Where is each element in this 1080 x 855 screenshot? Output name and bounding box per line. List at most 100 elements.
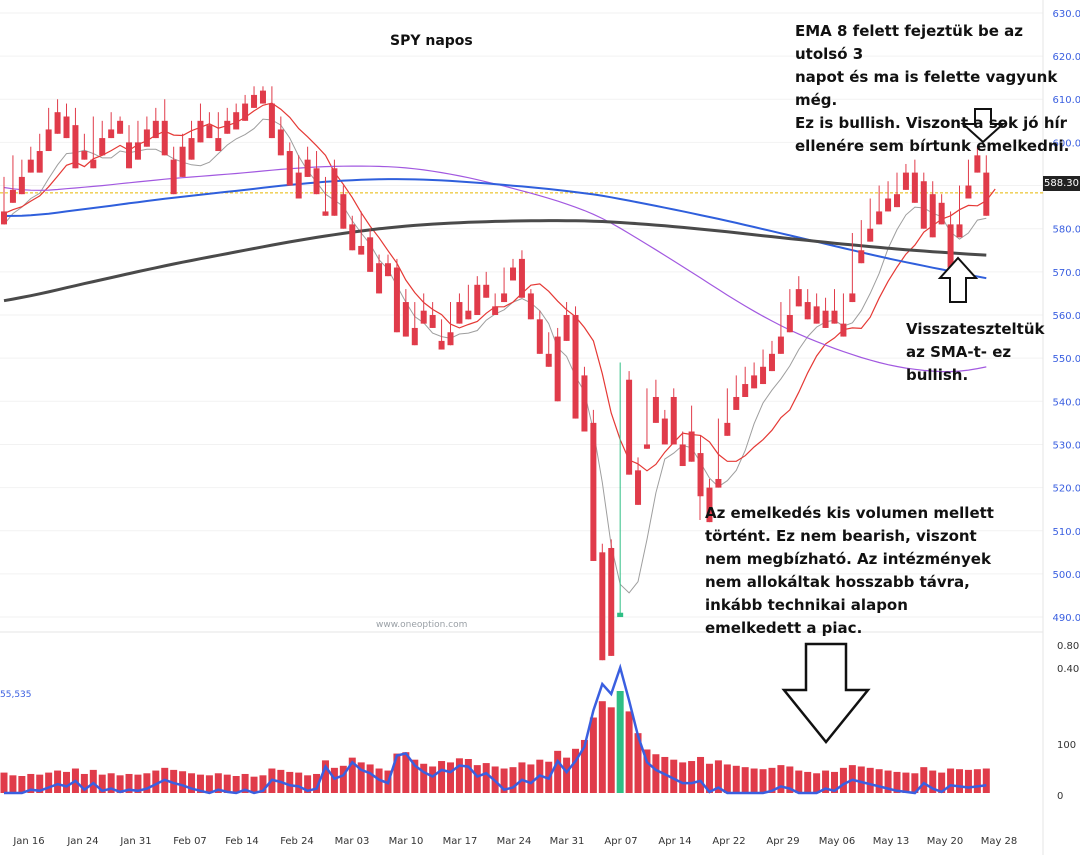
- volume-value-label: 55,535: [0, 690, 32, 700]
- volume-bar: [411, 759, 419, 793]
- sma200-line: [3, 219, 987, 303]
- candle-body: [456, 302, 463, 324]
- volume-bar: [572, 748, 580, 793]
- volume-bar: [241, 773, 249, 793]
- time-tick-label: Mar 24: [497, 836, 532, 847]
- candle-body: [715, 478, 722, 488]
- price-tick-label: 550.00: [1053, 354, 1080, 365]
- volume-bar: [45, 772, 53, 793]
- candle-body: [492, 306, 499, 315]
- volume-bar: [893, 771, 901, 793]
- annotation-arrows: [699, 108, 1006, 744]
- volume-bar: [697, 756, 705, 793]
- time-tick-label: Mar 31: [550, 836, 585, 847]
- volume-bar: [339, 765, 347, 793]
- volume-bar: [214, 773, 222, 793]
- time-tick-label: Mar 03: [335, 836, 370, 847]
- candle-body: [590, 422, 597, 561]
- candle-body: [894, 194, 900, 208]
- volume-bar: [27, 773, 35, 793]
- candle-body: [536, 319, 543, 354]
- volume-bar: [125, 773, 133, 793]
- candle-body: [170, 159, 177, 195]
- candle-body: [233, 112, 240, 130]
- volume-bar: [509, 767, 517, 793]
- volume-bar: [643, 749, 651, 793]
- time-tick-label: May 28: [981, 836, 1018, 847]
- candle-body: [206, 125, 213, 139]
- volume-bar: [188, 773, 196, 793]
- candle-body: [563, 315, 570, 341]
- candle-body: [661, 418, 668, 445]
- candle-body: [18, 176, 25, 195]
- time-tick-label: Feb 14: [225, 836, 259, 847]
- volume-bar: [777, 765, 785, 793]
- price-tick-label: 570.00: [1053, 268, 1080, 279]
- volume-bar: [482, 763, 490, 793]
- price-tick-label: 490.00: [1053, 613, 1080, 624]
- candle-body: [313, 168, 320, 195]
- volume-bar: [63, 771, 71, 793]
- volume-bar: [938, 772, 946, 793]
- time-tick-label: Feb 07: [173, 836, 207, 847]
- volume-bar: [973, 769, 981, 793]
- candle-body: [197, 120, 204, 143]
- candle-body: [322, 211, 329, 216]
- indicator-line: [4, 663, 987, 795]
- candle-body: [679, 444, 686, 467]
- volume-bar: [884, 770, 892, 793]
- time-axis: Jan 16 Jan 24 Jan 31 Feb 07 Feb 14 Feb 24 Mar …: [12, 836, 1017, 847]
- time-tick-label: Feb 24: [280, 836, 314, 847]
- volume-bar: [929, 770, 937, 793]
- candle-body: [510, 267, 517, 281]
- candle-body: [268, 103, 275, 139]
- price-tick-label: 620.00: [1053, 52, 1080, 63]
- candle-body: [465, 310, 472, 320]
- volume-bar: [822, 770, 830, 793]
- candle-body: [27, 159, 34, 173]
- candle-body: [277, 129, 284, 156]
- candle-body: [420, 310, 427, 324]
- candle-body: [108, 129, 115, 139]
- volume-bar: [107, 773, 115, 793]
- volume-bar: [947, 768, 955, 793]
- annotation-line: Ez is bullish. Viszont a sok jó hír: [795, 114, 1068, 132]
- volume-bar: [857, 766, 865, 793]
- candle-body: [215, 138, 222, 152]
- watermark: www.oneoption.com: [376, 620, 468, 630]
- candle-body: [724, 422, 731, 436]
- volume-bar: [205, 775, 213, 793]
- candlestick-series: [1, 86, 990, 661]
- candle-body: [670, 396, 677, 445]
- annotation-line: bullish.: [906, 366, 969, 384]
- volume-bar: [330, 767, 338, 793]
- candle-body: [777, 336, 784, 354]
- candle-body: [251, 94, 258, 108]
- candle-body: [617, 612, 624, 618]
- candle-body: [786, 315, 793, 333]
- time-tick-label: Apr 14: [658, 836, 691, 847]
- annotation-line: napot és ma is felette vagyunk még.: [795, 68, 1058, 109]
- candle-body: [384, 263, 391, 277]
- price-tick-label: 610.00: [1053, 95, 1080, 106]
- volume-bar: [652, 754, 660, 793]
- down-arrow-icon: [960, 108, 1006, 144]
- indicator-axis: 0.80 0.40 100 M 0: [1057, 641, 1080, 802]
- candle-body: [63, 116, 70, 139]
- candle-body: [99, 138, 106, 156]
- candle-body: [733, 396, 740, 410]
- candle-body: [340, 194, 347, 229]
- candle-body: [938, 202, 945, 225]
- candle-body: [572, 315, 579, 419]
- candle-body: [331, 168, 338, 216]
- volume-bar: [723, 764, 731, 793]
- annotation-line: Az emelkedés kis volumen mellett: [705, 504, 994, 522]
- volume-bar: [688, 761, 696, 793]
- candle-body: [751, 375, 758, 389]
- volume-bar: [36, 774, 44, 793]
- volume-bar: [732, 765, 740, 793]
- candle-body: [760, 366, 767, 385]
- volume-bar: [152, 770, 160, 793]
- candle-body: [965, 185, 972, 199]
- candle-body: [286, 151, 293, 186]
